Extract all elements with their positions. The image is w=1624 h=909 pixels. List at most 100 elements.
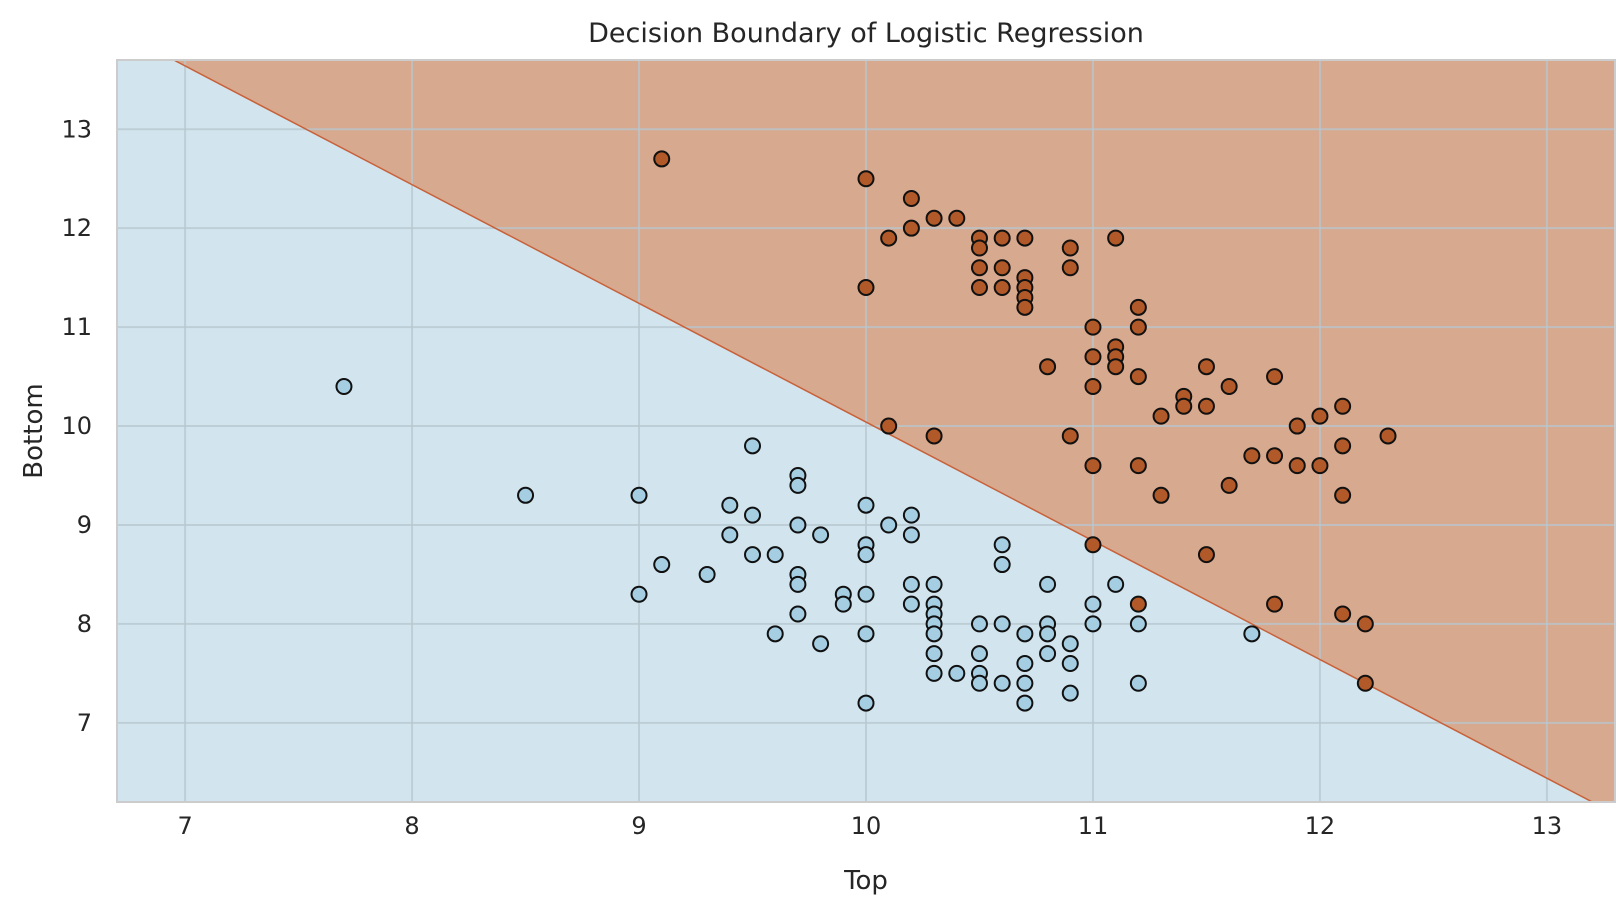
data-point-class-0 — [925, 625, 943, 643]
data-point-class-1 — [1334, 397, 1352, 415]
data-point-class-0 — [744, 546, 762, 564]
data-point-class-0 — [993, 556, 1011, 574]
data-point-class-0 — [1016, 625, 1034, 643]
series-class-0 — [335, 377, 1261, 712]
data-point-class-0 — [812, 526, 830, 544]
data-point-class-1 — [1061, 239, 1079, 257]
data-point-class-1 — [1334, 437, 1352, 455]
data-point-class-1 — [948, 209, 966, 227]
y-axis-label: Bottom — [19, 383, 49, 478]
y-tick-label: 7 — [77, 709, 92, 737]
data-point-class-0 — [517, 486, 535, 504]
data-point-class-0 — [1061, 684, 1079, 702]
data-point-class-0 — [721, 496, 739, 514]
y-tick-label: 13 — [61, 115, 92, 143]
data-point-class-1 — [653, 150, 671, 168]
data-point-class-1 — [1243, 447, 1261, 465]
data-point-class-0 — [1016, 674, 1034, 692]
data-point-class-0 — [925, 645, 943, 663]
x-tick-label: 11 — [1078, 812, 1109, 840]
data-point-class-0 — [1084, 615, 1102, 633]
data-point-class-0 — [857, 585, 875, 603]
data-point-class-1 — [1084, 457, 1102, 475]
x-tick-label: 9 — [631, 812, 646, 840]
plot-frame — [116, 59, 1616, 803]
data-point-class-0 — [1039, 575, 1057, 593]
data-point-class-0 — [1084, 595, 1102, 613]
x-tick-label: 13 — [1532, 812, 1563, 840]
data-point-class-0 — [857, 496, 875, 514]
data-point-class-0 — [335, 377, 353, 395]
data-point-class-0 — [880, 516, 898, 534]
data-point-class-0 — [970, 674, 988, 692]
data-point-class-1 — [880, 417, 898, 435]
data-point-class-1 — [970, 279, 988, 297]
data-point-class-0 — [1039, 645, 1057, 663]
data-point-class-0 — [993, 536, 1011, 554]
data-point-class-1 — [1266, 595, 1284, 613]
data-point-class-1 — [1175, 397, 1193, 415]
data-point-class-0 — [1243, 625, 1261, 643]
data-point-class-0 — [1061, 654, 1079, 672]
x-tick-label: 12 — [1305, 812, 1336, 840]
x-tick-label: 10 — [851, 812, 882, 840]
x-tick-label: 7 — [177, 812, 192, 840]
data-point-class-0 — [993, 615, 1011, 633]
data-point-class-0 — [1129, 615, 1147, 633]
data-point-class-1 — [902, 219, 920, 237]
data-point-class-1 — [857, 279, 875, 297]
data-point-class-0 — [789, 575, 807, 593]
data-point-class-1 — [1311, 457, 1329, 475]
data-point-class-1 — [1084, 348, 1102, 366]
data-point-class-1 — [1016, 298, 1034, 316]
data-point-class-0 — [653, 556, 671, 574]
data-point-class-1 — [970, 239, 988, 257]
data-point-class-0 — [857, 625, 875, 643]
data-point-class-0 — [948, 664, 966, 682]
data-point-class-1 — [1197, 397, 1215, 415]
data-point-class-1 — [1084, 318, 1102, 336]
data-point-class-0 — [857, 694, 875, 712]
data-point-class-1 — [1220, 476, 1238, 494]
data-point-class-1 — [1266, 368, 1284, 386]
data-point-class-0 — [857, 546, 875, 564]
data-point-class-0 — [834, 595, 852, 613]
data-point-class-1 — [1197, 546, 1215, 564]
data-point-class-1 — [1311, 407, 1329, 425]
data-point-class-0 — [1129, 674, 1147, 692]
data-point-class-0 — [1061, 635, 1079, 653]
x-tick-label: 8 — [404, 812, 419, 840]
data-point-class-0 — [1016, 654, 1034, 672]
data-point-class-1 — [1152, 407, 1170, 425]
data-point-class-0 — [630, 486, 648, 504]
data-point-class-1 — [1061, 259, 1079, 277]
data-point-class-1 — [925, 427, 943, 445]
data-point-class-1 — [1334, 605, 1352, 623]
data-point-class-1 — [1334, 486, 1352, 504]
data-point-class-0 — [1016, 694, 1034, 712]
data-point-class-1 — [1220, 377, 1238, 395]
y-axis-ticks: 7 8 9 10 11 12 13 — [61, 115, 92, 737]
data-point-class-1 — [1039, 358, 1057, 376]
data-point-class-0 — [812, 635, 830, 653]
data-point-class-0 — [925, 664, 943, 682]
data-point-class-1 — [1107, 229, 1125, 247]
data-point-class-1 — [970, 259, 988, 277]
data-point-class-1 — [1379, 427, 1397, 445]
data-point-class-0 — [902, 595, 920, 613]
data-point-class-0 — [698, 565, 716, 583]
data-point-class-1 — [1129, 457, 1147, 475]
data-point-class-1 — [1266, 447, 1284, 465]
data-point-class-1 — [1129, 368, 1147, 386]
data-point-class-1 — [1061, 427, 1079, 445]
y-tick-label: 12 — [61, 214, 92, 242]
y-tick-label: 10 — [61, 412, 92, 440]
data-point-class-0 — [721, 526, 739, 544]
data-point-class-1 — [880, 229, 898, 247]
grid — [117, 60, 1615, 802]
data-point-class-0 — [766, 546, 784, 564]
x-axis-ticks: 7 8 9 10 11 12 13 — [177, 812, 1562, 840]
data-point-class-1 — [993, 259, 1011, 277]
data-point-class-1 — [1288, 417, 1306, 435]
